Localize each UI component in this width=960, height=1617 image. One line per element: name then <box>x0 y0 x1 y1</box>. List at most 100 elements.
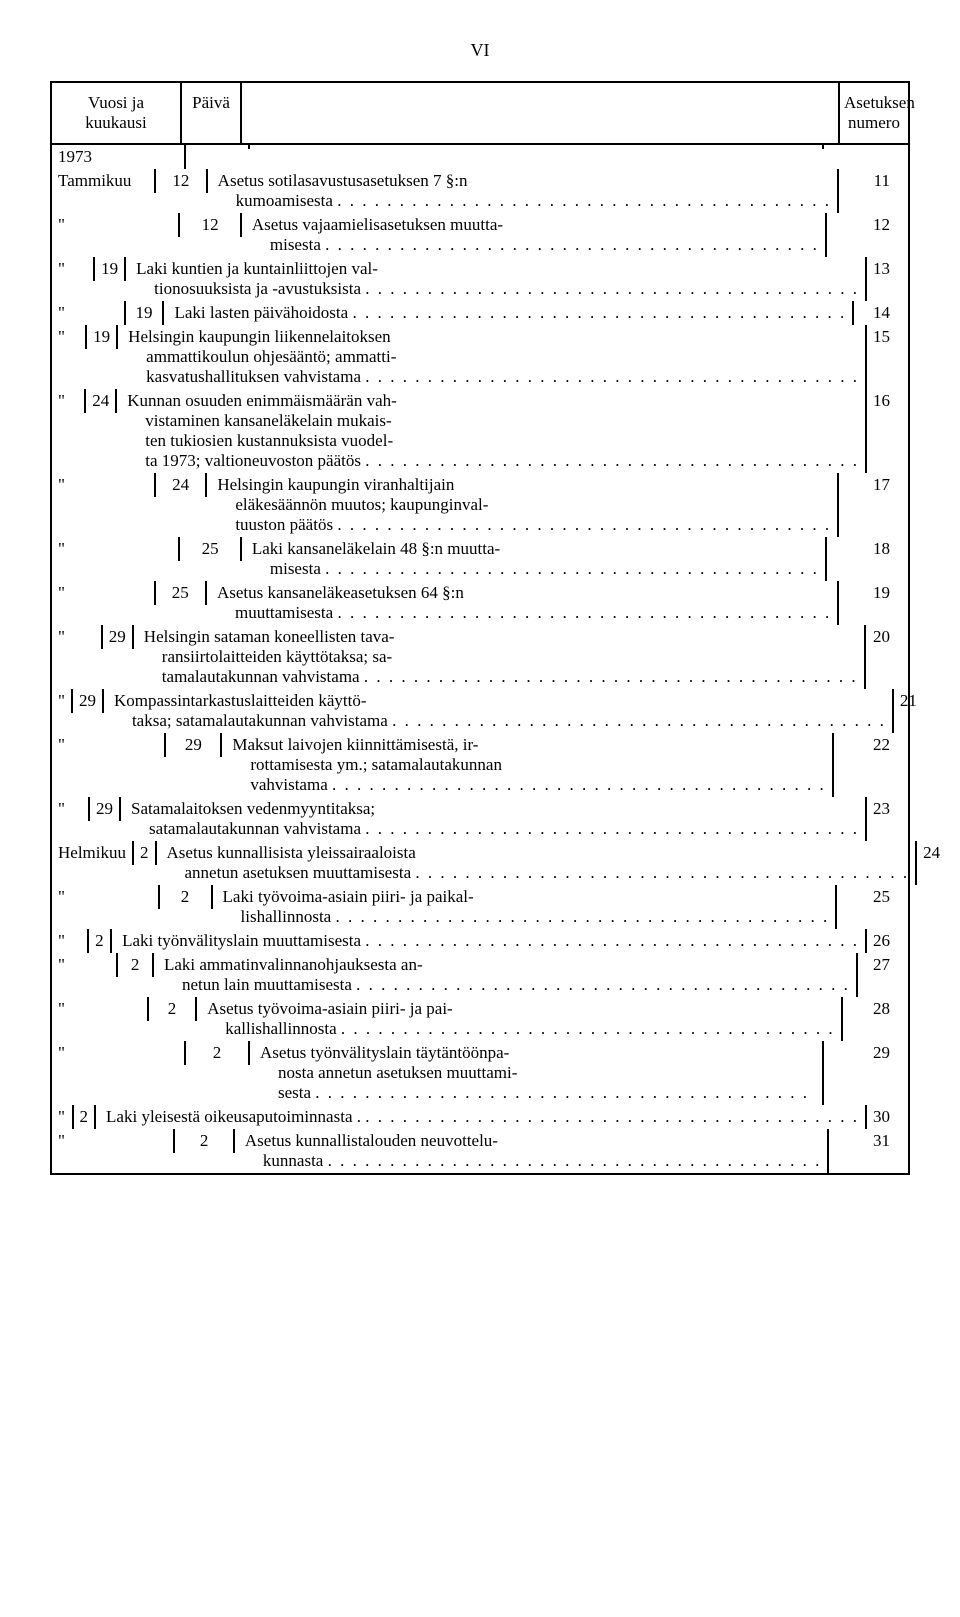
day-cell: 25 <box>180 537 242 561</box>
table-row: "12Asetus vajaamielisasetuksen muutta-mi… <box>52 213 908 257</box>
table-header: Vuosi ja kuukausi Päivä Asetuksen numero <box>52 83 908 145</box>
number-cell: 30 <box>867 1105 908 1129</box>
number-cell: 12 <box>827 213 908 237</box>
description-cell: Asetus sotilasavustusasetuksen 7 §:nkumo… <box>208 169 839 213</box>
day-cell: 29 <box>73 689 104 713</box>
description-cell: Asetus työnvälityslain täytäntöönpa-nost… <box>250 1041 824 1105</box>
description-cell: Laki yleisestä oikeusaputoiminnasta . . … <box>96 1105 867 1129</box>
month-cell: " <box>52 797 90 821</box>
year-label: 1973 <box>58 147 92 166</box>
table-row: "19Laki kuntien ja kuntainliittojen val-… <box>52 257 908 301</box>
table-row: "2Laki yleisestä oikeusaputoiminnasta . … <box>52 1105 908 1129</box>
day-cell: 2 <box>118 953 154 977</box>
table-row: "24Helsingin kaupungin viranhaltijainelä… <box>52 473 908 537</box>
number-cell: 31 <box>829 1129 908 1153</box>
number-cell: 29 <box>824 1041 908 1065</box>
day-cell: 29 <box>166 733 222 757</box>
header-desc <box>242 83 840 143</box>
month-cell: Helmikuu <box>52 841 134 865</box>
empty-desc <box>250 145 824 149</box>
month-cell: " <box>52 581 156 605</box>
empty-num <box>824 145 908 149</box>
number-cell: 19 <box>839 581 908 605</box>
header-num: Asetuksen numero <box>840 83 908 143</box>
description-cell: Asetus työvoima-asiain piiri- ja pai-kal… <box>197 997 842 1041</box>
table-row: "2Asetus työvoima-asiain piiri- ja pai-k… <box>52 997 908 1041</box>
month-cell: " <box>52 733 166 757</box>
header-day: Päivä <box>182 83 242 143</box>
number-cell: 14 <box>854 301 908 325</box>
number-cell: 16 <box>867 389 908 413</box>
table-row: "29Helsingin sataman koneellisten tava-r… <box>52 625 908 689</box>
index-table: Vuosi ja kuukausi Päivä Asetuksen numero… <box>50 81 910 1175</box>
day-cell: 2 <box>149 997 197 1021</box>
month-cell: " <box>52 301 126 325</box>
day-cell: 19 <box>126 301 165 325</box>
page-numeral: VI <box>50 40 910 61</box>
month-cell: " <box>52 1041 186 1065</box>
description-cell: Laki kuntien ja kuntainliittojen val-tio… <box>126 257 867 301</box>
description-cell: Helsingin kaupungin liikennelaitoksenamm… <box>118 325 867 389</box>
empty-day <box>186 145 250 149</box>
day-cell: 29 <box>103 625 134 649</box>
month-cell: Tammikuu <box>52 169 156 193</box>
table-row: "2Laki työnvälityslain muuttamisesta . .… <box>52 929 908 953</box>
number-cell: 22 <box>834 733 908 757</box>
day-cell: 2 <box>160 885 213 909</box>
description-cell: Helsingin sataman koneellisten tava-rans… <box>134 625 866 689</box>
table-row: "2Laki ammatinvalinnanohjauksesta an-net… <box>52 953 908 997</box>
description-cell: Laki ammatinvalinnanohjauksesta an-netun… <box>154 953 858 997</box>
description-cell: Maksut laivojen kiinnittämisestä, ir-rot… <box>222 733 833 797</box>
month-cell: " <box>52 389 86 413</box>
day-cell: 2 <box>175 1129 235 1153</box>
description-cell: Laki kansaneläkelain 48 §:n muutta-mises… <box>242 537 827 581</box>
table-row: "2Asetus työnvälityslain täytäntöönpa-no… <box>52 1041 908 1105</box>
number-cell: 17 <box>839 473 908 497</box>
table-row: "29Maksut laivojen kiinnittämisestä, ir-… <box>52 733 908 797</box>
month-cell: " <box>52 1105 74 1129</box>
number-cell: 15 <box>867 325 908 349</box>
month-cell: " <box>52 473 156 497</box>
year-row: 1973 <box>52 145 908 169</box>
description-cell: Asetus kunnallistalouden neuvottelu-kunn… <box>235 1129 829 1173</box>
number-cell: 21 <box>894 689 935 713</box>
table-row: "29Satamalaitoksen vedenmyyntitaksa;sata… <box>52 797 908 841</box>
year-cell: 1973 <box>52 145 186 169</box>
month-cell: " <box>52 885 160 909</box>
description-cell: Laki työnvälityslain muuttamisesta . . .… <box>112 929 867 953</box>
description-cell: Laki työvoima-asiain piiri- ja paikal-li… <box>213 885 838 929</box>
day-cell: 2 <box>89 929 112 953</box>
table-row: "25Asetus kansaneläkeasetuksen 64 §:nmuu… <box>52 581 908 625</box>
day-cell: 2 <box>74 1105 97 1129</box>
month-cell: " <box>52 953 118 977</box>
description-cell: Satamalaitoksen vedenmyyntitaksa;satamal… <box>121 797 867 841</box>
day-cell: 2 <box>186 1041 250 1065</box>
month-cell: " <box>52 625 103 649</box>
number-cell: 28 <box>843 997 908 1021</box>
description-cell: Kunnan osuuden enimmäismäärän vah-vistam… <box>117 389 867 473</box>
month-cell: " <box>52 257 95 281</box>
table-row: "29Kompassintarkastuslaitteiden käyttö-t… <box>52 689 908 733</box>
number-cell: 11 <box>839 169 908 193</box>
number-cell: 25 <box>837 885 908 909</box>
day-cell: 24 <box>156 473 207 497</box>
number-cell: 13 <box>867 257 908 281</box>
table-body: 1973 Tammikuu12Asetus sotilasavustusaset… <box>52 145 908 1173</box>
month-cell: " <box>52 325 87 349</box>
month-cell: " <box>52 929 89 953</box>
month-cell: " <box>52 997 149 1021</box>
description-cell: Asetus kansaneläkeasetuksen 64 §:nmuutta… <box>207 581 839 625</box>
month-cell: " <box>52 689 73 713</box>
table-row: "19Laki lasten päivähoidosta . . . . . .… <box>52 301 908 325</box>
day-cell: 19 <box>87 325 118 349</box>
number-cell: 27 <box>858 953 908 977</box>
number-cell: 24 <box>917 841 958 865</box>
month-cell: " <box>52 213 180 237</box>
day-cell: 12 <box>156 169 208 193</box>
day-cell: 12 <box>180 213 242 237</box>
header-month: Vuosi ja kuukausi <box>52 83 182 143</box>
table-row: Tammikuu12Asetus sotilasavustusasetuksen… <box>52 169 908 213</box>
description-cell: Asetus vajaamielisasetuksen muutta-mises… <box>242 213 827 257</box>
day-cell: 2 <box>134 841 157 865</box>
description-cell: Laki lasten päivähoidosta . . . . . . . … <box>164 301 854 325</box>
